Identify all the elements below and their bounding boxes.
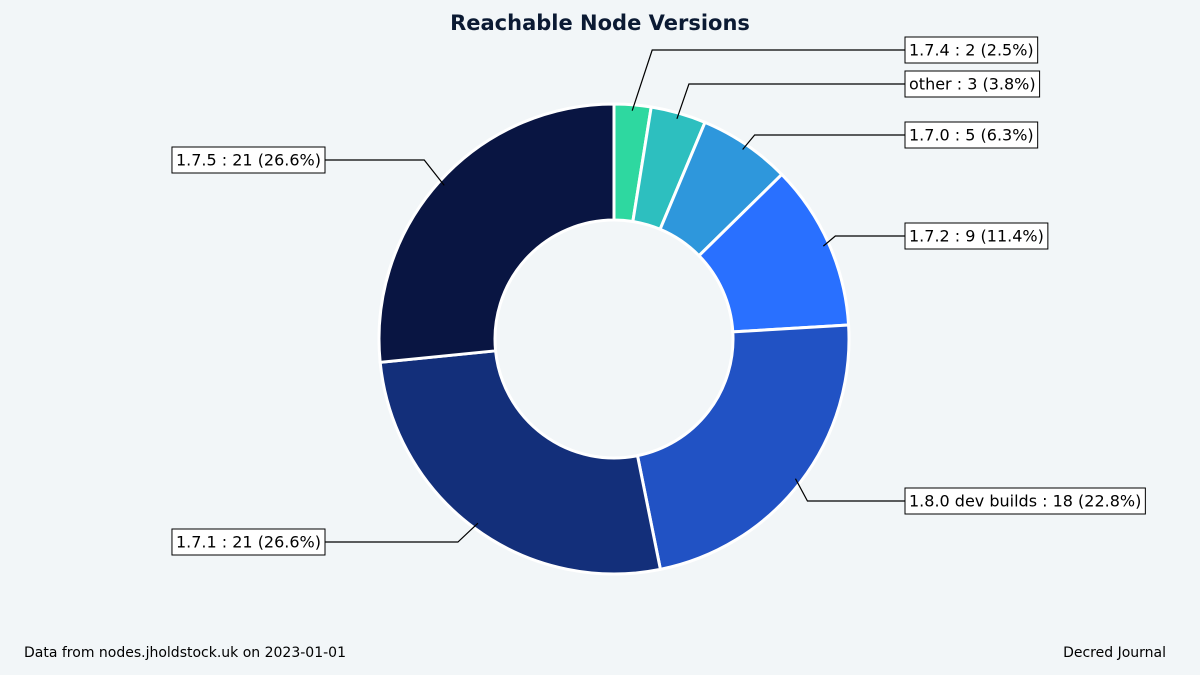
brand-credit: Decred Journal bbox=[1063, 645, 1166, 661]
slice-label: 1.7.5 : 21 (26.6%) bbox=[176, 151, 321, 170]
leader-line bbox=[822, 235, 905, 247]
slice-label: 1.7.0 : 5 (6.3%) bbox=[909, 126, 1034, 145]
slice-1-7-1 bbox=[378, 349, 662, 576]
slice-label-box bbox=[904, 222, 1049, 250]
slice-labels: 1.7.4 : 2 (2.5%) other : 3 (3.8%) 1.7.0 : … bbox=[171, 36, 1146, 556]
leader-line bbox=[742, 134, 905, 150]
data-source-note: Data from nodes.jholdstock.uk on 2023-01… bbox=[24, 645, 346, 661]
slice-label: 1.7.4 : 2 (2.5%) bbox=[909, 41, 1034, 60]
leader-line bbox=[631, 49, 905, 111]
slice-1-7-5 bbox=[377, 102, 616, 364]
leader-line bbox=[676, 83, 905, 120]
leader-line bbox=[325, 522, 479, 543]
leader-lines bbox=[325, 49, 905, 543]
slice-label-box bbox=[904, 121, 1039, 149]
leader-line bbox=[325, 159, 445, 186]
slice-label-box bbox=[904, 36, 1039, 64]
slice-label-box bbox=[904, 487, 1146, 515]
donut-slices bbox=[377, 102, 851, 576]
slice-label: 1.7.2 : 9 (11.4%) bbox=[909, 227, 1044, 246]
slice-label-box bbox=[904, 70, 1041, 98]
slice-label: 1.7.1 : 21 (26.6%) bbox=[176, 533, 321, 552]
leader-line bbox=[794, 478, 905, 502]
chart-title: Reachable Node Versions bbox=[450, 11, 750, 35]
slice-label: 1.8.0 dev builds : 18 (22.8%) bbox=[909, 492, 1141, 511]
slice-1-8-0-dev-builds bbox=[636, 323, 851, 571]
slice-label-box bbox=[171, 528, 326, 556]
slice-label: other : 3 (3.8%) bbox=[909, 75, 1036, 94]
slice-label-box bbox=[171, 146, 326, 174]
